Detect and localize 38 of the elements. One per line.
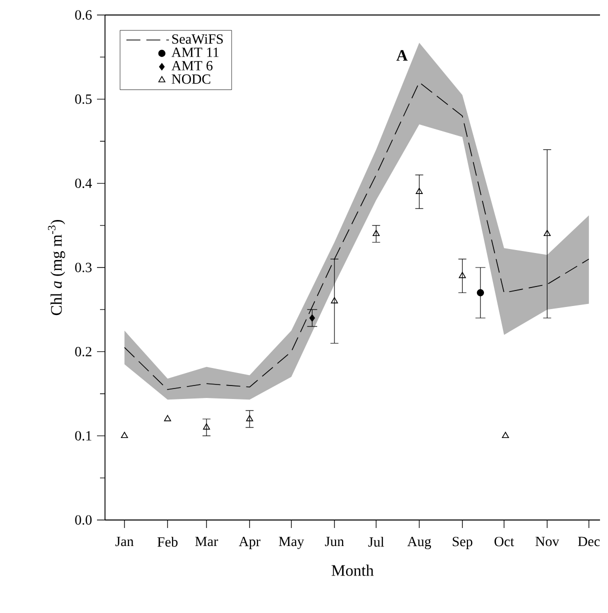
point bbox=[246, 415, 254, 422]
x-tick-label: Aug bbox=[407, 536, 432, 550]
y-axis-title: Chl a (mg m$^{-3}$) bbox=[48, 220, 66, 316]
point bbox=[502, 432, 509, 438]
y-tick-label: 0.6 bbox=[75, 10, 92, 20]
legend-label: AMT 11 bbox=[171, 48, 219, 57]
x-tick-label: Apr bbox=[238, 536, 260, 550]
annotation: A bbox=[396, 50, 408, 61]
y-tick-label: 0.2 bbox=[75, 346, 92, 356]
y-tick-label: 0.0 bbox=[75, 515, 92, 525]
point bbox=[372, 230, 380, 236]
point bbox=[416, 188, 423, 194]
point bbox=[330, 297, 338, 304]
legend-label: SeaWiFS bbox=[172, 34, 223, 44]
y-tick-label: 0.4 bbox=[75, 178, 92, 188]
point bbox=[164, 415, 172, 422]
legend-label: AMT 6 bbox=[171, 61, 213, 70]
legend-label: NODC bbox=[172, 74, 210, 84]
x-tick-label: Dec bbox=[578, 536, 600, 546]
x-tick-label: Nov bbox=[536, 536, 560, 546]
point bbox=[120, 432, 128, 438]
x-tick-label: May bbox=[278, 536, 304, 550]
x-tick-label: Mar bbox=[195, 536, 218, 546]
point bbox=[544, 230, 551, 236]
point bbox=[458, 272, 466, 278]
x-axis-title: Month bbox=[332, 564, 374, 576]
x-tick-label: Jan bbox=[115, 536, 134, 546]
y-tick-label: 0.3 bbox=[75, 262, 92, 272]
x-tick-label: Sep bbox=[452, 536, 472, 550]
y-tick-label: 0.5 bbox=[75, 94, 92, 104]
point bbox=[203, 423, 210, 430]
point bbox=[476, 289, 484, 296]
x-tick-label: Oct bbox=[494, 536, 514, 546]
point bbox=[309, 314, 315, 322]
x-tick-label: Jul bbox=[368, 536, 384, 547]
y-tick-label: 0.1 bbox=[75, 431, 92, 441]
x-tick-label: Jun bbox=[325, 536, 344, 546]
x-tick-label: Feb bbox=[157, 536, 178, 547]
